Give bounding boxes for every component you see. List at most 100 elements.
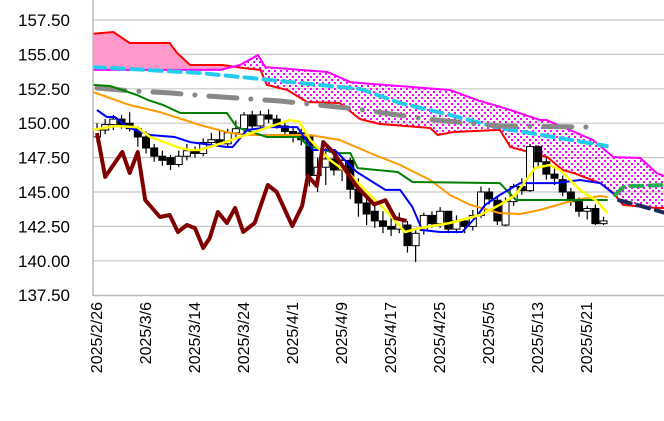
candle-body-up	[174, 155, 183, 165]
candle	[256, 110, 265, 129]
candle	[370, 203, 379, 228]
candle-body-up	[411, 232, 420, 247]
candle-body-down	[558, 179, 567, 193]
x-tick-label: 2025/5/13	[530, 302, 547, 373]
candle	[150, 143, 159, 162]
candle	[378, 211, 387, 234]
cloud-bullish-fill	[93, 31, 235, 70]
candle-body-down	[166, 157, 175, 165]
yellow-line	[93, 118, 609, 234]
x-tick-label: 2025/3/14	[187, 302, 204, 373]
y-tick-label: 145.00	[18, 183, 70, 202]
candle	[452, 215, 461, 234]
cloud-bearish-fill	[234, 54, 664, 208]
blue-tenkan-line	[96, 109, 616, 233]
x-tick-label: 2025/5/21	[579, 302, 596, 373]
y-axis-ticks: 137.50 140.00 142.50 145.00 147.50 150.00 152.…	[18, 11, 70, 305]
y-tick-label: 155.00	[18, 45, 70, 64]
candle-body-down	[550, 173, 559, 179]
candle	[542, 157, 551, 180]
candle	[591, 204, 600, 226]
candle-body-down	[542, 161, 551, 175]
x-tick-label: 2025/3/24	[236, 302, 253, 373]
x-tick-label: 2025/4/9	[334, 302, 351, 364]
indicator-lines-back	[93, 65, 609, 148]
candle	[158, 150, 167, 166]
candle-body-up	[256, 114, 265, 127]
candle	[566, 187, 575, 206]
x-axis-ticks: 2025/2/26 2025/3/6 2025/3/14 2025/3/24 2025/…	[89, 302, 596, 373]
candle	[387, 216, 396, 237]
indicator-lines-front	[93, 83, 664, 250]
y-tick-label: 137.50	[18, 286, 70, 305]
candle	[174, 150, 183, 168]
green-future-dashed-line	[613, 183, 664, 197]
candle-body-down	[403, 224, 412, 247]
senkou-span-a-line	[93, 30, 664, 209]
navy-future-dashed-line	[617, 198, 664, 215]
candle-body-up	[599, 220, 608, 225]
x-tick-label: 2025/3/6	[138, 302, 155, 364]
plot-area	[93, 30, 664, 263]
candle-body-up	[321, 158, 330, 168]
senkou-span-b-line	[93, 53, 664, 177]
candle	[166, 154, 175, 170]
candle	[191, 146, 200, 158]
y-tick-label: 157.50	[18, 11, 70, 30]
candle-body-down	[264, 114, 273, 120]
candle-body-up	[207, 139, 216, 143]
candle-body-down	[444, 210, 453, 230]
y-tick-label: 152.50	[18, 80, 70, 99]
candle	[534, 145, 543, 169]
candle	[264, 109, 273, 124]
x-tick-label: 2025/2/26	[89, 302, 106, 373]
candle-body-down	[534, 146, 543, 163]
candle	[583, 205, 592, 220]
gray-dashdot-line	[94, 85, 600, 130]
x-tick-label: 2025/4/17	[383, 302, 400, 373]
candle-body-down	[575, 201, 584, 212]
candle-body-down	[387, 225, 396, 230]
chikou-line	[95, 132, 408, 250]
x-tick-label: 2025/4/25	[432, 302, 449, 373]
candle	[403, 220, 412, 253]
candle	[248, 110, 257, 131]
candle-body-down	[362, 202, 371, 215]
green-kijun-line	[93, 83, 608, 201]
candle-body-down	[591, 208, 600, 225]
candle	[526, 143, 535, 192]
candle-body-down	[248, 114, 257, 127]
candle-body-down	[493, 199, 502, 222]
candle	[460, 219, 469, 234]
cyan-dashed-line	[93, 65, 609, 148]
y-tick-label: 150.00	[18, 114, 70, 133]
candle	[558, 175, 567, 197]
candle-body-down	[142, 136, 151, 149]
candle	[362, 197, 371, 226]
candle-body-down	[150, 147, 159, 157]
y-tick-label: 142.50	[18, 217, 70, 236]
orange-line	[93, 91, 608, 215]
candle-body-down	[460, 220, 469, 227]
candle-body-up	[436, 210, 445, 225]
candle-body-down	[485, 191, 494, 200]
x-tick-label: 2025/5/5	[481, 302, 498, 364]
candle-body-down	[280, 125, 289, 132]
candle-body-up	[240, 114, 249, 130]
candle-body-up	[109, 118, 118, 126]
candle-body-down	[378, 220, 387, 227]
candle	[182, 143, 191, 161]
y-tick-label: 147.50	[18, 149, 70, 168]
candle-body-up	[583, 208, 592, 212]
x-tick-label: 2025/4/1	[285, 302, 302, 364]
candle-body-up	[231, 128, 240, 134]
y-tick-label: 140.00	[18, 252, 70, 271]
ichimoku-cloud	[93, 30, 664, 209]
candle-body-down	[370, 210, 379, 222]
candle-body-down	[427, 214, 436, 225]
candle-body-down	[158, 155, 167, 161]
candle-body-up	[182, 150, 191, 157]
candle	[599, 216, 608, 226]
candle	[411, 229, 420, 263]
